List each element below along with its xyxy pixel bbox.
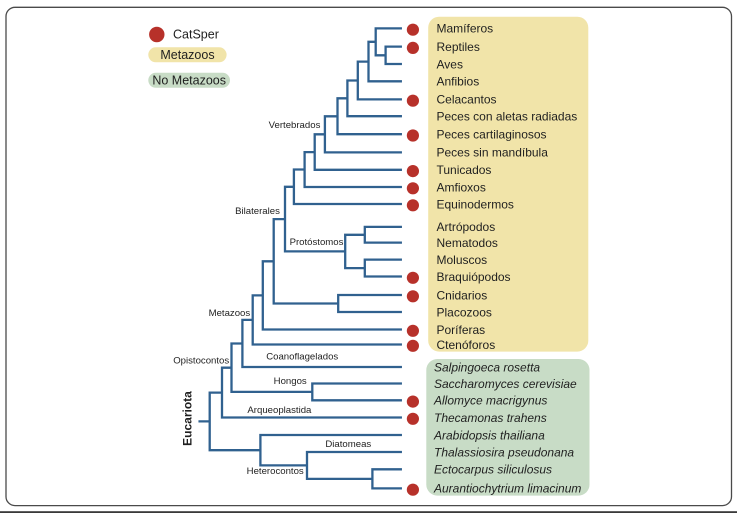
svg-text:Poríferas: Poríferas xyxy=(437,323,486,337)
svg-text:Saccharomyces cerevisiae: Saccharomyces cerevisiae xyxy=(434,377,577,391)
svg-text:Metazoos: Metazoos xyxy=(160,48,214,62)
svg-text:Peces cartilaginosos: Peces cartilaginosos xyxy=(437,128,547,142)
svg-text:Salpingoeca rosetta: Salpingoeca rosetta xyxy=(434,360,540,374)
svg-text:Cnidarios: Cnidarios xyxy=(437,288,488,302)
svg-text:Reptiles: Reptiles xyxy=(437,40,480,54)
svg-text:Vertebrados: Vertebrados xyxy=(269,120,321,131)
svg-text:Amfioxos: Amfioxos xyxy=(437,180,486,194)
svg-text:Braquiópodos: Braquiópodos xyxy=(437,270,511,284)
svg-text:Coanoflagelados: Coanoflagelados xyxy=(266,352,338,363)
svg-text:Celacantos: Celacantos xyxy=(437,93,497,107)
svg-text:Thalassiosira pseudonana: Thalassiosira pseudonana xyxy=(434,445,574,459)
svg-text:No Metazoos: No Metazoos xyxy=(152,74,226,88)
svg-text:Ctenóforos: Ctenóforos xyxy=(437,338,496,352)
svg-text:Metazoos: Metazoos xyxy=(209,308,251,319)
svg-text:Allomyce macrigynus: Allomyce macrigynus xyxy=(433,394,547,408)
svg-text:Equinodermos: Equinodermos xyxy=(437,197,514,211)
svg-text:Opistocontos: Opistocontos xyxy=(173,356,229,367)
svg-text:Arqueoplastida: Arqueoplastida xyxy=(247,405,312,416)
svg-text:Placozoos: Placozoos xyxy=(437,305,492,319)
svg-text:Peces sin mandíbula: Peces sin mandíbula xyxy=(437,146,549,160)
svg-text:Bilaterales: Bilaterales xyxy=(235,206,280,217)
svg-text:Arabidopsis thailiana: Arabidopsis thailiana xyxy=(433,428,545,442)
svg-text:Diatomeas: Diatomeas xyxy=(325,439,371,450)
svg-text:Heterocontos: Heterocontos xyxy=(247,466,304,477)
svg-text:Artrópodos: Artrópodos xyxy=(437,220,496,234)
svg-text:Nematodos: Nematodos xyxy=(437,236,498,250)
svg-text:CatSper: CatSper xyxy=(173,27,219,41)
svg-text:Hongos: Hongos xyxy=(274,376,307,387)
svg-text:Tunicados: Tunicados xyxy=(437,163,492,177)
svg-text:Mamíferos: Mamíferos xyxy=(437,22,494,36)
svg-text:Ectocarpus siliculosus: Ectocarpus siliculosus xyxy=(434,463,552,477)
svg-text:Aves: Aves xyxy=(437,57,463,71)
svg-text:Peces con aletas radiadas: Peces con aletas radiadas xyxy=(437,110,578,124)
svg-text:Thecamonas trahens: Thecamonas trahens xyxy=(434,411,547,425)
svg-text:Anfibios: Anfibios xyxy=(437,75,480,89)
svg-text:Moluscos: Moluscos xyxy=(437,253,488,267)
svg-text:Aurantiochytrium limacinum: Aurantiochytrium limacinum xyxy=(433,482,581,496)
svg-text:Eucariota: Eucariota xyxy=(181,391,195,446)
svg-text:Protóstomos: Protóstomos xyxy=(290,237,344,248)
